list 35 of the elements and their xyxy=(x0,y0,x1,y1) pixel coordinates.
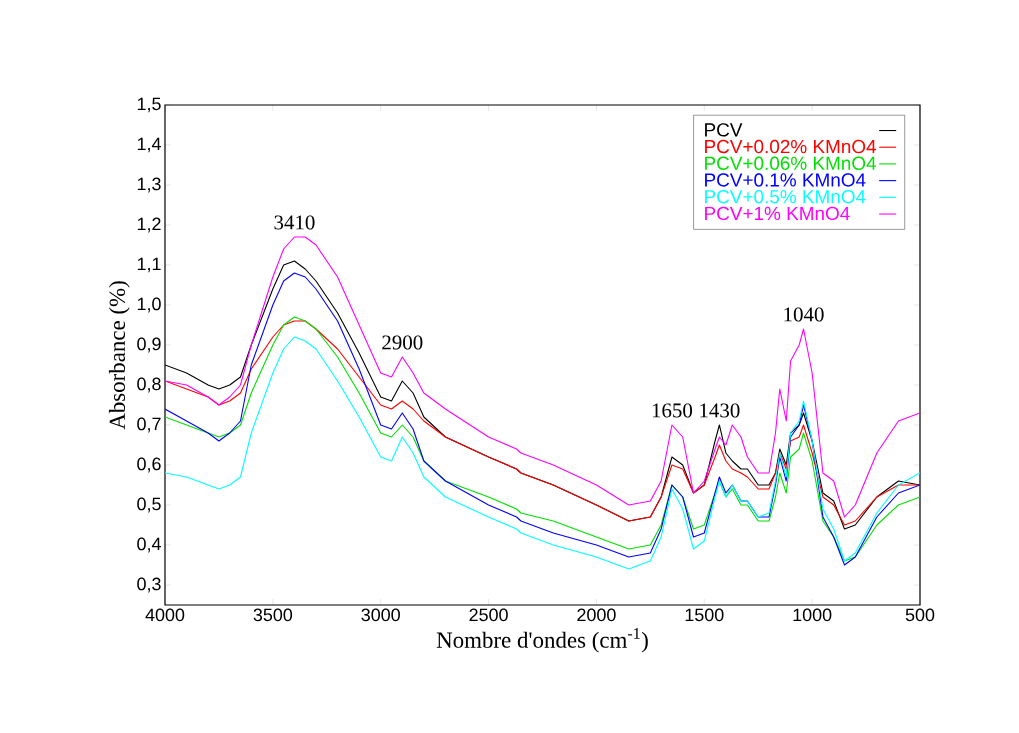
x-tick-label: 1000 xyxy=(793,608,832,622)
y-tick-label: 1,3 xyxy=(137,177,161,193)
annotation: 1650 xyxy=(652,403,693,418)
y-tick-label: 1,2 xyxy=(137,217,161,233)
legend-label: PCV+1% KMnO4 xyxy=(705,206,850,221)
y-tick-label: 0,8 xyxy=(137,377,161,393)
y-tick-label: 1,0 xyxy=(137,297,161,313)
legend-label: PCV+0.06% KMnO4 xyxy=(705,156,877,170)
annotation: 3410 xyxy=(274,215,315,230)
x-tick-label: 3500 xyxy=(253,608,293,622)
annotation: 2900 xyxy=(382,335,423,350)
y-tick-label: 0,4 xyxy=(137,537,161,553)
legend-label: PCV+0.02% KMnO4 xyxy=(705,139,877,154)
x-axis-title: Nombre d'ondes (cm$^{-1}$) xyxy=(436,628,648,653)
line-series xyxy=(164,272,920,566)
x-tick-label: 3000 xyxy=(361,608,400,622)
x-tick-label: 500 xyxy=(905,608,935,622)
y-tick-label: 0,6 xyxy=(137,457,161,473)
annotation: 1040 xyxy=(784,307,824,322)
y-tick-label: 0,5 xyxy=(137,497,161,513)
y-tick-label: 1,1 xyxy=(137,257,161,273)
x-tick-label: 1500 xyxy=(685,608,724,622)
y-tick-label: 1,5 xyxy=(137,97,161,113)
legend-label: PCV+0.1% KMnO4 xyxy=(705,173,866,187)
y-axis-title: Absorbance (%) xyxy=(108,281,130,430)
y-tick-label: 0,9 xyxy=(137,337,161,353)
y-tick-label: 1,4 xyxy=(137,137,161,153)
x-tick-label: 4000 xyxy=(145,608,185,622)
x-tick-label: 2000 xyxy=(577,608,616,622)
legend-label: PCV+0.5% KMnO4 xyxy=(705,189,866,204)
text: PCV xyxy=(705,123,743,137)
y-tick-label: 0,7 xyxy=(137,417,161,433)
x-tick-label: 2500 xyxy=(469,608,508,622)
annotation: 1430 xyxy=(700,403,740,418)
y-tick-label: 0,3 xyxy=(137,577,161,593)
